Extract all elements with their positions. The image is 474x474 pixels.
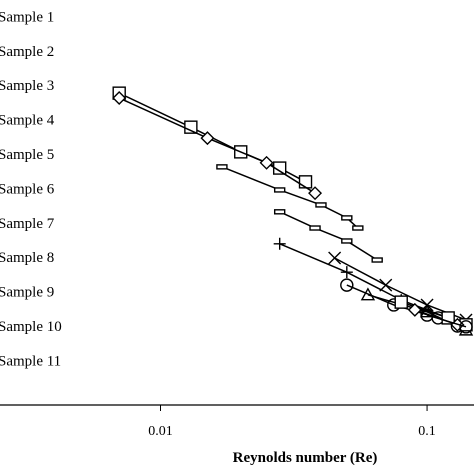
x-axis-label: Reynolds number (Re)	[233, 450, 378, 466]
marker	[273, 209, 286, 215]
series-line	[118, 97, 316, 194]
legend-label: Sample 11	[0, 353, 61, 369]
marker	[328, 251, 342, 265]
marker	[200, 131, 215, 146]
marker	[352, 225, 364, 231]
marker	[420, 308, 434, 322]
x-tick-label: 0.01	[148, 424, 173, 439]
legend-label: Sample 7	[0, 216, 55, 232]
marker	[309, 225, 321, 231]
marker	[379, 278, 393, 292]
marker	[407, 302, 422, 317]
marker	[340, 266, 353, 279]
series-line	[279, 211, 378, 261]
series-line	[221, 166, 359, 229]
marker	[273, 237, 286, 250]
legend-label: Sample 10	[0, 319, 62, 335]
legend-label: Sample 2	[0, 44, 54, 60]
marker	[360, 287, 376, 301]
marker	[216, 164, 228, 170]
x-tick-label: 0.1	[418, 424, 436, 439]
marker	[273, 187, 286, 193]
series-line	[279, 243, 449, 319]
marker	[112, 91, 127, 105]
marker	[341, 238, 353, 244]
marker	[298, 175, 313, 189]
marker	[371, 257, 383, 263]
legend-label: Sample 3	[0, 78, 54, 94]
legend-label: Sample 6	[0, 181, 55, 197]
marker	[341, 215, 353, 221]
marker	[394, 295, 408, 309]
series-line	[426, 314, 467, 328]
legend-label: Sample 4	[0, 113, 55, 129]
legend-label: Sample 5	[0, 147, 54, 163]
marker	[340, 278, 354, 292]
marker	[308, 186, 323, 201]
legend-label: Sample 8	[0, 250, 54, 266]
legend-label: Sample 1	[0, 9, 54, 25]
marker	[459, 320, 473, 334]
marker	[259, 155, 274, 170]
legend-label: Sample 9	[0, 285, 54, 301]
marker	[315, 202, 327, 208]
